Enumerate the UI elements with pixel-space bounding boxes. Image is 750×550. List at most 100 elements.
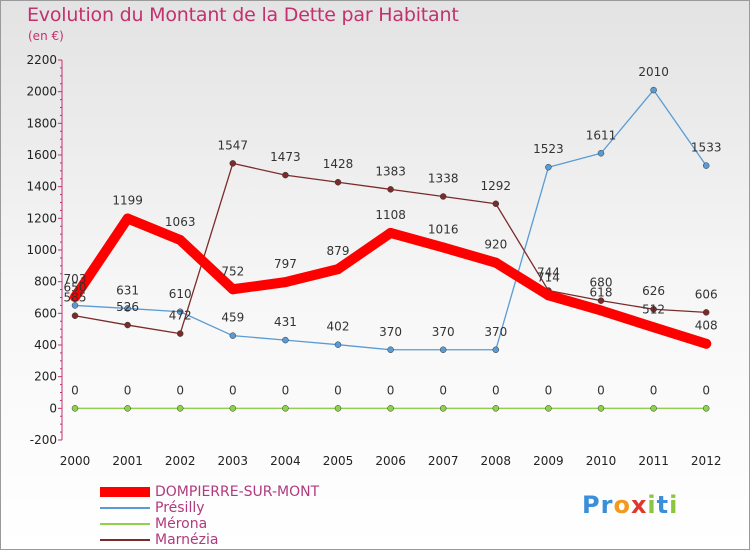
data-point — [334, 341, 342, 348]
data-label: 752 — [221, 264, 244, 278]
data-point — [597, 297, 605, 304]
legend-label: Présilly — [155, 500, 205, 516]
data-point — [334, 405, 342, 412]
data-label: 370 — [432, 325, 455, 339]
data-label: 1523 — [533, 142, 564, 156]
data-point — [702, 309, 710, 316]
y-tick-label: 0 — [49, 401, 57, 415]
y-tick-label: 600 — [34, 306, 57, 320]
data-point — [545, 405, 552, 412]
data-point — [543, 290, 554, 301]
y-tick-label: 1200 — [26, 211, 57, 225]
data-point — [701, 338, 712, 349]
legend-swatch — [100, 507, 150, 509]
data-label: 1547 — [218, 138, 249, 152]
data-point — [124, 321, 131, 329]
data-point — [648, 322, 659, 333]
y-tick-label: 1400 — [26, 180, 57, 194]
data-point — [282, 171, 289, 179]
data-label: 703 — [64, 272, 87, 286]
data-label: 0 — [124, 383, 132, 397]
legend-label: DOMPIERRE-SUR-MONT — [155, 484, 320, 500]
x-tick-label: 2005 — [323, 454, 354, 468]
data-point — [438, 242, 449, 253]
y-tick-label: 2200 — [26, 53, 57, 67]
data-point — [176, 405, 184, 412]
data-point — [71, 302, 79, 309]
data-label: 431 — [274, 315, 297, 329]
y-tick-label: -200 — [30, 433, 57, 447]
data-point — [597, 150, 605, 157]
data-point — [71, 312, 79, 319]
legend-swatch — [100, 539, 150, 541]
data-point — [387, 405, 394, 412]
data-label: 744 — [537, 266, 560, 280]
data-point — [124, 405, 131, 412]
data-label: 0 — [334, 383, 342, 397]
data-label: 585 — [64, 291, 87, 305]
data-point — [334, 178, 342, 186]
data-label: 1063 — [165, 215, 196, 229]
data-point — [229, 405, 237, 412]
data-label: 402 — [327, 320, 350, 334]
chart-title: Evolution du Montant de la Dette par Hab… — [27, 4, 459, 26]
x-tick-label: 2010 — [586, 454, 617, 468]
y-tick-label: 1600 — [26, 148, 57, 162]
data-point — [702, 162, 710, 169]
data-point — [122, 213, 133, 224]
data-label: 714 — [537, 270, 560, 284]
data-point — [439, 405, 447, 412]
x-tick-label: 2009 — [533, 454, 564, 468]
data-point — [229, 332, 237, 339]
data-point — [175, 235, 186, 246]
data-point — [490, 257, 501, 268]
data-label: 879 — [327, 244, 350, 258]
x-tick-label: 2008 — [481, 454, 512, 468]
data-point — [650, 305, 657, 313]
x-tick-label: 2012 — [691, 454, 722, 468]
data-point — [492, 346, 500, 353]
data-point — [124, 305, 131, 312]
data-point — [282, 405, 289, 412]
data-label: 0 — [282, 383, 290, 397]
data-point — [387, 186, 394, 193]
legend-label: Marnézia — [155, 532, 219, 548]
data-point — [176, 308, 184, 315]
x-tick-label: 2007 — [428, 454, 459, 468]
data-label: 472 — [169, 309, 192, 323]
data-label: 606 — [695, 287, 718, 301]
legend-label: Mérona — [155, 516, 208, 532]
data-label: 1473 — [270, 150, 301, 164]
data-label: 1428 — [323, 157, 354, 171]
x-tick-label: 2011 — [638, 454, 669, 468]
x-tick-label: 2003 — [218, 454, 249, 468]
data-point — [280, 277, 291, 288]
data-point — [702, 405, 710, 412]
data-label: 1338 — [428, 171, 459, 185]
data-point — [227, 284, 238, 295]
proxiti-logo: Proxiti — [582, 491, 679, 519]
x-tick-label: 2000 — [60, 454, 91, 468]
legend-swatch — [100, 487, 150, 497]
data-label: 370 — [379, 325, 402, 339]
data-label: 1108 — [375, 208, 406, 222]
data-label: 631 — [116, 283, 139, 297]
data-point — [439, 346, 447, 353]
data-label: 0 — [702, 383, 710, 397]
data-label: 1383 — [375, 164, 406, 178]
data-label: 0 — [492, 383, 500, 397]
y-tick-label: 1800 — [26, 116, 57, 130]
data-label: 0 — [650, 383, 658, 397]
data-point — [650, 86, 657, 94]
data-label: 1292 — [481, 179, 512, 193]
data-point — [176, 330, 184, 337]
data-label: 920 — [484, 238, 507, 252]
data-point — [492, 405, 500, 412]
data-label: 626 — [642, 284, 665, 298]
data-label: 0 — [229, 383, 237, 397]
data-label: 797 — [274, 257, 297, 271]
data-label: 0 — [387, 383, 395, 397]
data-label: 1611 — [586, 128, 617, 142]
